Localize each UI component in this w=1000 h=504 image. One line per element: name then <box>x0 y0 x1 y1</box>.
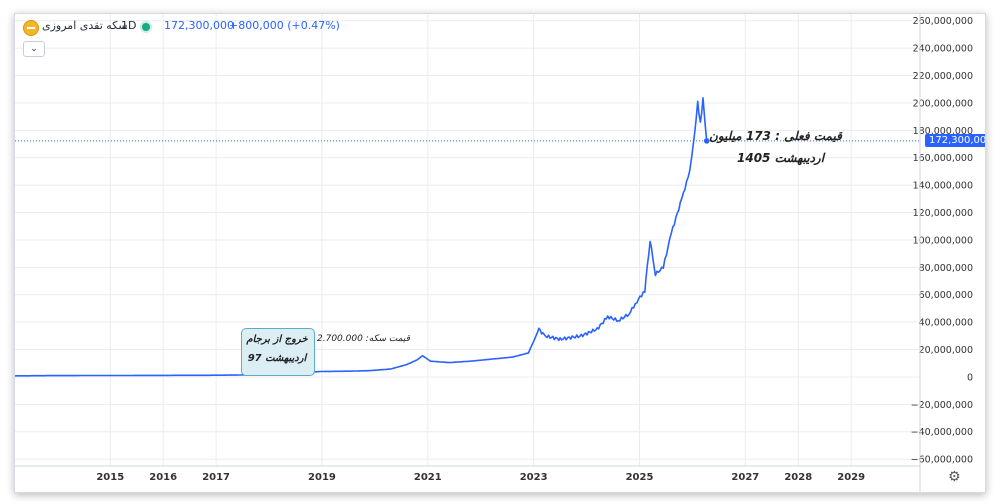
x-tick-label: 2015 <box>96 472 124 483</box>
x-tick-label: 2027 <box>731 472 759 483</box>
exit-jcpoa-callout <box>241 328 315 376</box>
exit-jcpoa-label: خروج از برجام <box>246 334 308 345</box>
y-tick-label: 220,000,000 <box>913 71 973 82</box>
last-point-marker <box>703 138 710 144</box>
interval-label[interactable]: 1D . <box>121 19 144 32</box>
symbol-name[interactable]: سکه تقدی امروزی <box>42 19 128 32</box>
x-tick-label: 2019 <box>308 472 336 483</box>
y-tick-label: 240,000,000 <box>913 44 973 55</box>
y-tick-label: 120,000,000 <box>913 208 973 219</box>
last-price: 172,300,000 <box>164 19 234 32</box>
price-chart[interactable]: 260,000,000 240,000,000 220,000,000 200,000… <box>15 14 985 492</box>
grid-layer <box>15 14 920 466</box>
exit-jcpoa-date: اردیبهشت 97 <box>247 353 307 364</box>
current-date-annotation: اردیبهشت 1405 <box>737 151 825 165</box>
y-tick-label: −60,000,000 <box>911 455 973 466</box>
current-price-annotation: قیمت فعلی : 173 میلیون <box>709 129 842 143</box>
y-tick-label: −20,000,000 <box>911 400 973 411</box>
coin-icon <box>23 20 39 36</box>
market-status-dot-icon <box>142 23 150 31</box>
exit-jcpoa-price: قیمت سکه: 2.700.000 <box>317 334 410 344</box>
x-tick-label: 2021 <box>414 472 442 483</box>
y-tick-label: −40,000,000 <box>911 427 973 438</box>
price-change: +800,000 (+0.47%) <box>229 19 340 32</box>
y-tick-label: 80,000,000 <box>919 263 973 274</box>
y-tick-label: 100,000,000 <box>913 235 973 246</box>
settings-gear-icon[interactable]: ⚙ <box>948 469 961 485</box>
x-tick-label: 2017 <box>202 472 230 483</box>
y-tick-label: 200,000,000 <box>913 98 973 109</box>
current-price-label: 172,300,000 <box>925 133 985 147</box>
axis-layer: 260,000,000 240,000,000 220,000,000 200,000… <box>15 14 973 492</box>
x-tick-label: 2029 <box>837 472 865 483</box>
y-tick-label: 20,000,000 <box>919 345 973 356</box>
x-tick-label: 2028 <box>784 472 812 483</box>
x-tick-label: 2023 <box>520 472 548 483</box>
y-tick-label: 260,000,000 <box>913 16 973 27</box>
y-tick-label: 140,000,000 <box>913 181 973 192</box>
y-tick-label: 160,000,000 <box>913 153 973 164</box>
y-tick-label: 0 <box>967 372 973 383</box>
collapse-legend-button[interactable]: ⌄ <box>23 41 45 57</box>
y-tick-label: 60,000,000 <box>919 290 973 301</box>
x-tick-label: 2016 <box>149 472 177 483</box>
chart-window: 260,000,000 240,000,000 220,000,000 200,000… <box>14 13 986 493</box>
price-series-line <box>15 97 708 377</box>
series-layer <box>15 97 920 377</box>
x-tick-label: 2025 <box>626 472 654 483</box>
y-tick-label: 180,000,000 <box>913 126 973 137</box>
y-tick-label: 40,000,000 <box>919 318 973 329</box>
